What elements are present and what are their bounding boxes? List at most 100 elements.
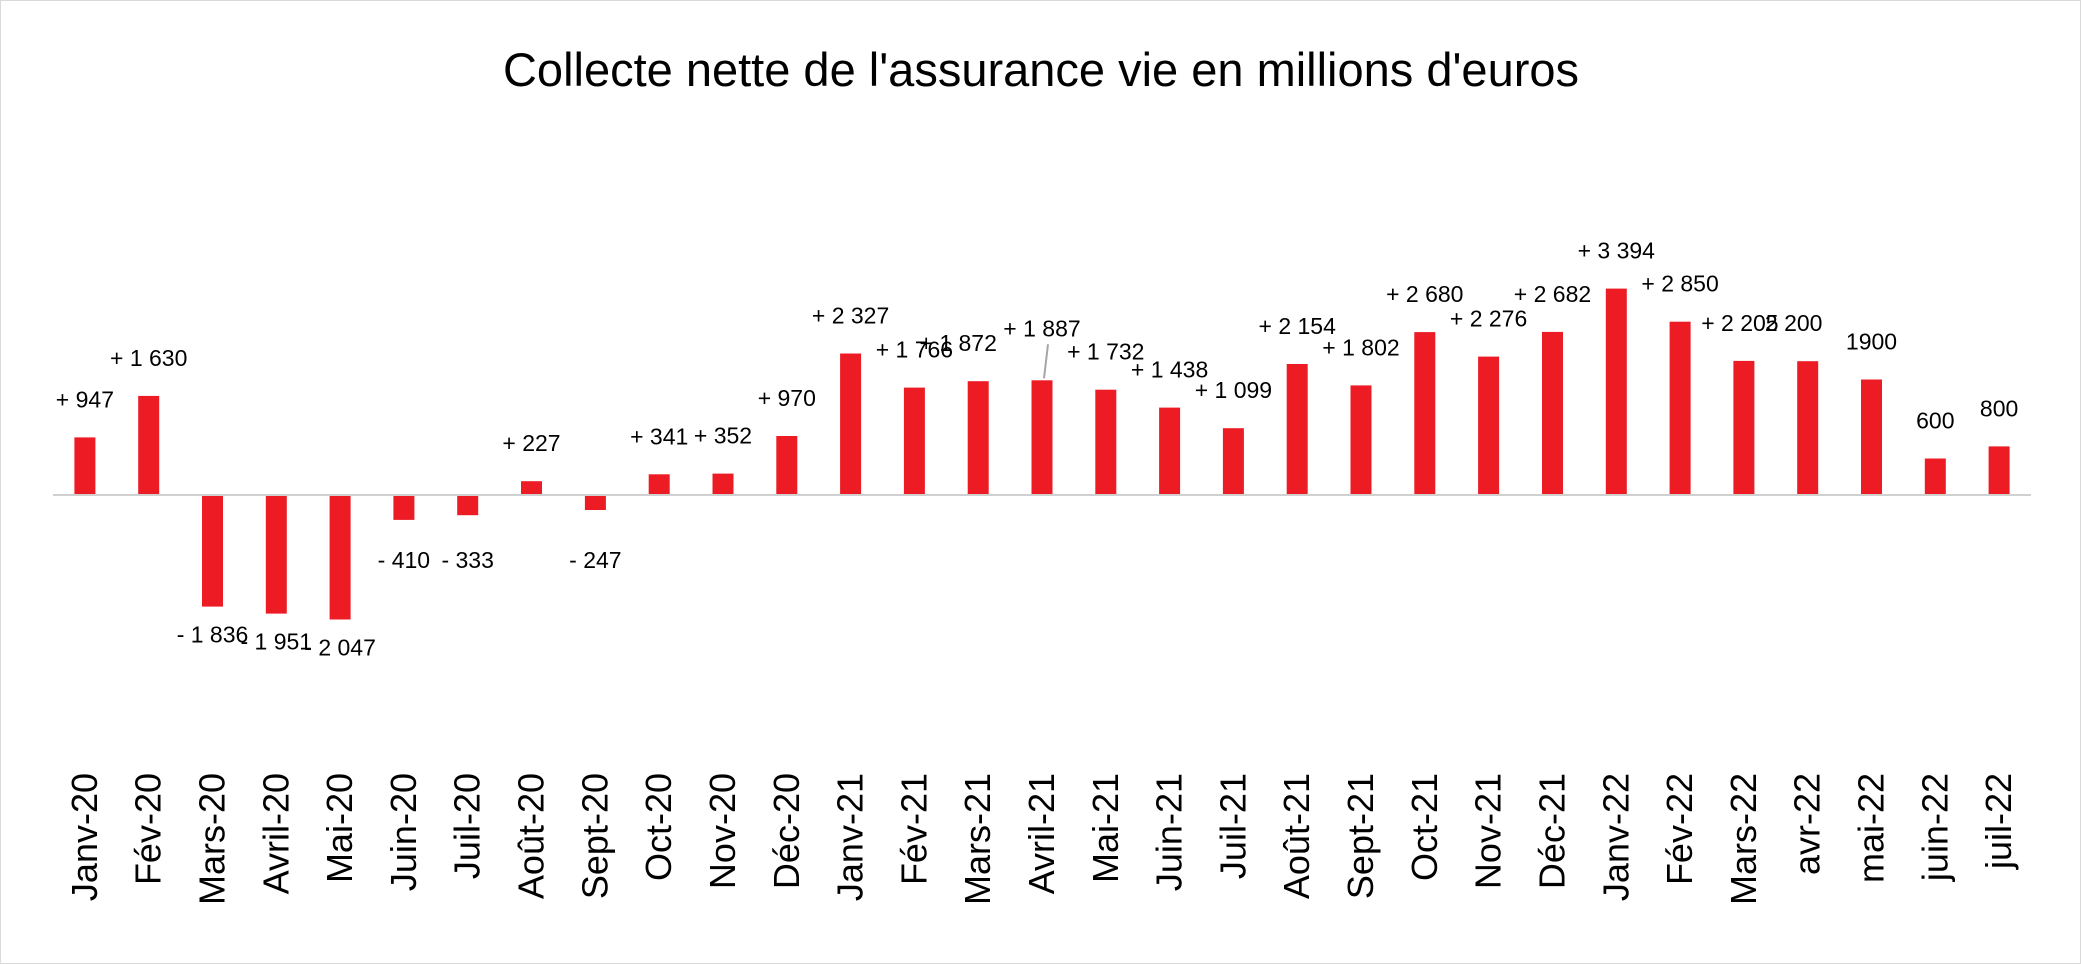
x-tick-label: Janv-22 [1595,773,1636,901]
x-tick-label: juin-22 [1914,773,1955,882]
data-label: + 1 438 [1131,357,1208,383]
bar-mars-21 [967,381,989,495]
bar-juin-21 [1159,407,1181,495]
data-label: + 2 680 [1386,281,1463,307]
bar-août-20 [521,481,542,495]
bar-mars-20 [202,495,223,607]
data-label: + 1 887 [1003,315,1080,341]
x-tick-label: Juin-21 [1149,773,1190,891]
data-labels-group: + 947 + 1 630 - 1 836- 1 951- 2 047 - 410 - … [56,238,2018,661]
x-tick-label: Mars-20 [192,773,233,905]
bar-fév-22 [1669,321,1691,495]
bar-juin-22 [1924,458,1946,495]
bar-juin-20 [393,495,415,520]
x-tick-label: Mai-21 [1085,773,1126,883]
data-label: 1900 [1846,329,1897,355]
x-tick-label: Juin-20 [383,773,424,891]
x-tick-label: Déc-21 [1532,773,1573,889]
data-label: + 1 099 [1195,377,1272,403]
data-label: + 2 154 [1259,313,1337,339]
data-label: - 1 836 [177,622,249,648]
bar-oct-20 [648,474,670,495]
data-label: - 1 951 [240,629,312,655]
bar-juil-22 [1988,446,2010,495]
x-tick-label: Avril-21 [1021,773,1062,894]
bar-oct-21 [1414,332,1436,495]
x-tick-label: Août-20 [511,773,552,899]
x-tick-label: Fév-21 [893,773,934,885]
bar-avril-21 [1031,380,1053,495]
data-label: + 1 872 [920,330,997,356]
data-label: - 2 047 [304,635,376,661]
data-label: + 1 732 [1067,339,1144,365]
bar-mai-21 [1095,389,1117,495]
x-tick-labels-group: Janv-20 Fév-20 Mars-20 Avril-20 Mai-20 Juin-2… [64,773,2019,905]
data-label: + 2 276 [1450,306,1527,332]
data-label: + 2 205 [1701,310,1778,336]
bar-fév-21 [903,387,925,495]
data-label: 800 [1980,395,2018,421]
data-label: + 2 327 [812,303,889,329]
x-tick-label: mai-22 [1851,773,1892,883]
x-tick-label: Sept-20 [574,773,615,899]
bar-déc-21 [1542,331,1563,495]
data-label: + 341 [630,423,688,449]
x-tick-label: Sept-21 [1340,773,1381,899]
data-label: + 970 [758,385,816,411]
x-tick-label: Oct-21 [1404,773,1445,881]
bar-juil-20 [457,495,479,516]
data-label: + 2 682 [1514,281,1591,307]
bar-sept-20 [584,495,606,510]
bar-juil-21 [1222,428,1244,495]
data-label: - 247 [569,547,621,573]
bar-août-21 [1286,364,1308,495]
x-tick-label: Mai-20 [319,773,360,883]
data-label: + 2 850 [1641,271,1718,297]
bar-janv-20 [74,437,96,495]
data-label: + 947 [56,386,114,412]
bar-mars-22 [1733,360,1755,495]
x-tick-label: juil-22 [1978,773,2019,870]
data-label: + 352 [694,423,752,449]
chart-title: Collecte nette de l'assurance vie en mil… [503,43,1579,96]
data-label: + 1 630 [110,345,187,371]
data-label: + 1 766 [876,337,953,363]
data-label: + 227 [502,430,560,456]
label-leader-line [1043,344,1049,379]
bar-avril-20 [265,495,287,614]
bar-nov-20 [712,473,734,495]
data-label: + 1 802 [1322,334,1399,360]
bar-janv-22 [1605,288,1627,495]
x-tick-label: Avril-20 [255,773,296,894]
x-tick-label: Nov-21 [1468,773,1509,889]
data-label: 2 200 [1765,310,1823,336]
data-label: - 333 [441,547,493,573]
x-tick-label: Fév-22 [1659,773,1700,885]
data-label: 600 [1916,408,1954,434]
bar-déc-20 [776,436,798,495]
x-tick-label: Oct-20 [638,773,679,881]
data-label: + 3 394 [1578,238,1656,264]
x-tick-label: Janv-21 [830,773,871,901]
x-tick-label: Mars-22 [1723,773,1764,905]
data-label: - 410 [378,547,430,573]
x-tick-label: Juil-21 [1212,773,1253,879]
x-tick-label: Déc-20 [766,773,807,889]
x-tick-label: Janv-20 [64,773,105,901]
bar-avr-22 [1797,361,1819,495]
bar-fév-20 [138,395,160,495]
bar-nov-21 [1478,356,1500,495]
bar-mai-22 [1861,379,1882,495]
x-tick-label: avr-22 [1787,773,1828,875]
x-tick-label: Fév-20 [128,773,169,885]
x-tick-label: Nov-20 [702,773,743,889]
x-tick-label: Juil-20 [447,773,488,879]
x-tick-label: Mars-21 [957,773,998,905]
x-tick-label: Août-21 [1276,773,1317,899]
bar-mai-20 [329,495,351,620]
bar-janv-21 [840,353,862,495]
bars-group [74,288,2010,620]
bar-sept-21 [1350,385,1372,495]
